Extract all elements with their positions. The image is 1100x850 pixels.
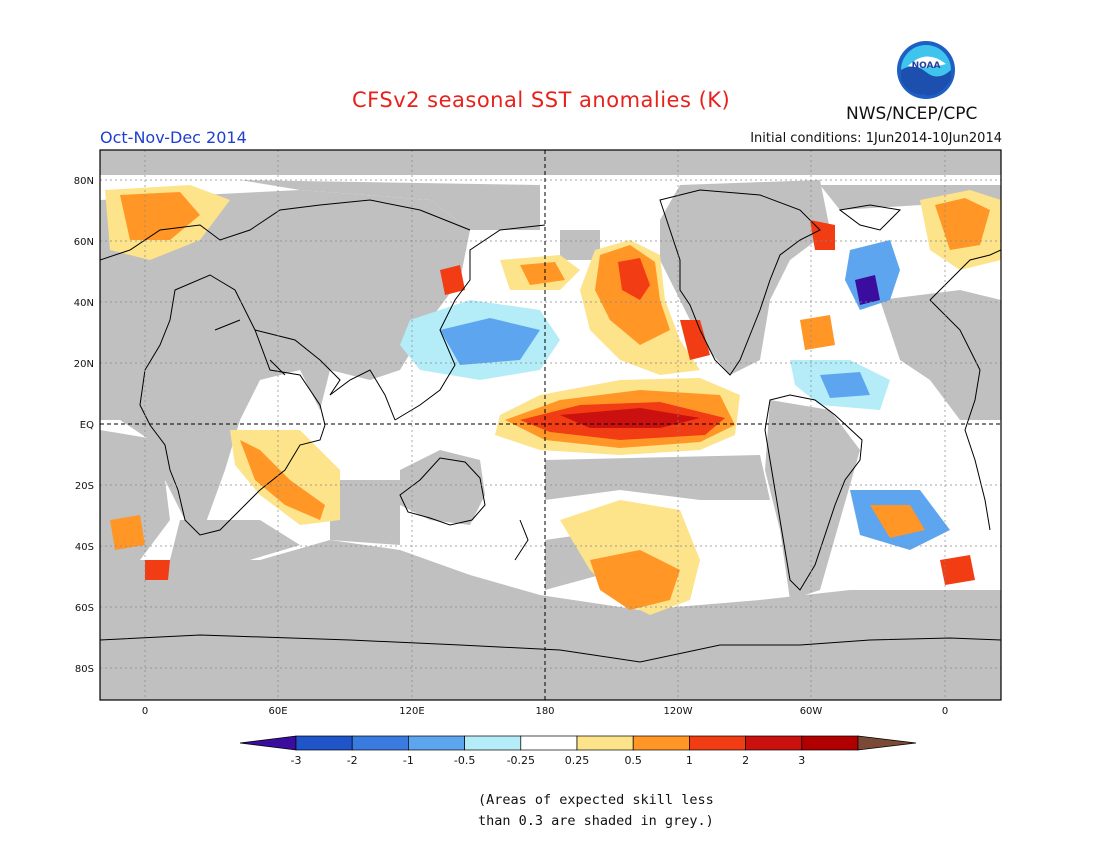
legend-tick-label: 1	[686, 754, 693, 767]
lat-label: 80N	[74, 176, 94, 187]
legend-tick-label: -3	[291, 754, 302, 767]
legend-swatch	[801, 735, 859, 751]
lat-label: 60S	[75, 603, 94, 614]
legend-swatch	[576, 735, 634, 751]
legend-swatch	[520, 735, 578, 751]
anomaly-shading	[105, 185, 1001, 615]
organization-label: NWS/NCEP/CPC	[846, 104, 978, 124]
lon-label: 60E	[268, 706, 287, 717]
lat-label: EQ	[80, 420, 94, 431]
legend-arrow-high	[857, 735, 917, 751]
gridlines	[100, 150, 1001, 700]
longitude-labels: 0 60E 120E 180 120W 60W 0	[142, 706, 948, 717]
legend-tick-label: -0.5	[454, 754, 475, 767]
latitude-labels: 80N 60N 40N 20N EQ 20S 40S 60S 80S	[74, 176, 94, 675]
legend-swatch	[408, 735, 465, 751]
legend-tick-label: 2	[742, 754, 749, 767]
legend-swatch	[689, 735, 746, 751]
initial-conditions: Initial conditions: 1Jun2014-10Jun2014	[750, 131, 1002, 146]
lat-label: 60N	[74, 237, 94, 248]
lon-label: 0	[142, 706, 148, 717]
noaa-logo: NOAA	[896, 40, 956, 100]
lat-label: 80S	[75, 664, 94, 675]
skill-note: (Areas of expected skill less than 0.3 a…	[478, 790, 714, 832]
lon-label: 120W	[664, 706, 693, 717]
legend-tick-label: -2	[347, 754, 358, 767]
lat-label: 40N	[74, 298, 94, 309]
map-frame	[99, 149, 1002, 701]
lat-label: 40S	[75, 542, 94, 553]
legend-swatch	[745, 735, 803, 751]
grey-mask-regions	[100, 150, 1001, 700]
forecast-period: Oct-Nov-Dec 2014	[100, 128, 247, 147]
lat-label: 20N	[74, 359, 94, 370]
legend-arrow-low	[239, 735, 297, 751]
legend-tick-label: 3	[798, 754, 805, 767]
coastlines	[100, 189, 1001, 663]
legend-tick-label: 0.5	[624, 754, 642, 767]
legend-tick-label: -1	[403, 754, 414, 767]
lon-label: 0	[942, 706, 948, 717]
legend-swatch	[295, 735, 353, 751]
legend-swatch	[351, 735, 409, 751]
skill-note-line: (Areas of expected skill less	[478, 792, 714, 808]
lon-label: 120E	[399, 706, 424, 717]
legend-tick-label: -0.25	[507, 754, 535, 767]
lon-label: 180	[535, 706, 554, 717]
lat-label: 20S	[75, 481, 94, 492]
lon-label: 60W	[800, 706, 823, 717]
chart-title: CFSv2 seasonal SST anomalies (K)	[352, 88, 731, 112]
color-legend: -3 -2 -1 -0.5 -0.25 0.25 0.5 1 2 3	[239, 735, 917, 767]
noaa-logo-text: NOAA	[912, 61, 941, 71]
legend-swatch	[464, 735, 522, 751]
equator-dateline	[100, 150, 1001, 700]
legend-swatch	[632, 735, 690, 751]
legend-tick-label: 0.25	[565, 754, 590, 767]
skill-note-line: than 0.3 are shaded in grey.)	[478, 813, 714, 829]
